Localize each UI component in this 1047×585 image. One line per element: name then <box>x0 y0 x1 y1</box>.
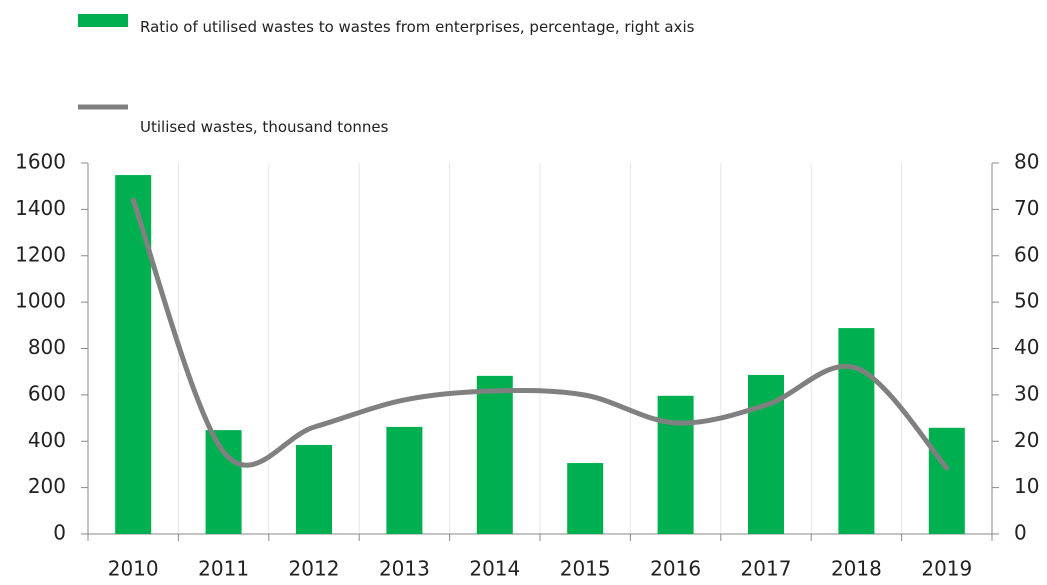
legend-label: Utilised wastes, thousand tonnes <box>140 118 389 136</box>
y2-tick-label: 30 <box>1014 381 1039 405</box>
x-tick-label: 2017 <box>741 557 792 581</box>
x-tick-label: 2014 <box>469 557 520 581</box>
bar <box>205 430 242 534</box>
y-tick-label: 200 <box>28 474 66 498</box>
line <box>130 197 950 471</box>
y2-tick-label: 40 <box>1014 335 1039 359</box>
bar <box>386 426 423 534</box>
x-tick-label: 2013 <box>379 557 430 581</box>
x-tick-label: 2019 <box>921 557 972 581</box>
bar <box>476 375 513 534</box>
y-tick-label: 1400 <box>15 196 66 220</box>
x-tick-label: 2010 <box>108 557 159 581</box>
x-tick-label: 2015 <box>560 557 611 581</box>
y-tick-label: 0 <box>53 521 66 545</box>
x-tick-label: 2018 <box>831 557 882 581</box>
x-tick-label: 2012 <box>289 557 340 581</box>
legend-label: Ratio of utilised wastes to wastes from … <box>140 18 695 36</box>
bar <box>115 175 152 534</box>
x-tick-label: 2016 <box>650 557 701 581</box>
bar <box>657 395 694 534</box>
y-tick-label: 1200 <box>15 242 66 266</box>
bar <box>928 427 965 534</box>
y2-tick-label: 60 <box>1014 242 1039 266</box>
y2-tick-label: 0 <box>1014 521 1027 545</box>
bar <box>567 463 604 534</box>
y-tick-label: 600 <box>28 381 66 405</box>
bar <box>838 328 875 534</box>
y2-tick-label: 20 <box>1014 428 1039 452</box>
y2-tick-label: 70 <box>1014 196 1039 220</box>
y-tick-label: 800 <box>28 335 66 359</box>
bar <box>296 444 332 534</box>
legend-swatch-bar <box>78 14 128 27</box>
x-tick-label: 2011 <box>198 557 249 581</box>
y2-tick-label: 10 <box>1014 474 1039 498</box>
y2-tick-label: 50 <box>1014 289 1039 313</box>
y-tick-label: 400 <box>28 428 66 452</box>
y2-tick-label: 80 <box>1014 150 1039 174</box>
y-tick-label: 1600 <box>15 150 66 174</box>
y-tick-label: 1000 <box>15 289 66 313</box>
